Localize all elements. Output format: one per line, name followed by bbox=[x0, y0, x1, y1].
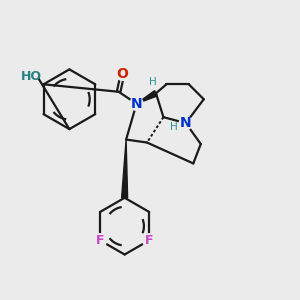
Text: H: H bbox=[170, 122, 178, 132]
Polygon shape bbox=[136, 91, 158, 104]
Circle shape bbox=[94, 234, 106, 247]
Text: N: N bbox=[131, 97, 142, 111]
Circle shape bbox=[179, 117, 192, 130]
Text: H: H bbox=[148, 77, 156, 87]
Text: O: O bbox=[117, 67, 128, 81]
Circle shape bbox=[116, 67, 129, 80]
Circle shape bbox=[142, 234, 156, 247]
Text: N: N bbox=[180, 116, 192, 130]
Polygon shape bbox=[122, 140, 128, 198]
Circle shape bbox=[25, 70, 38, 83]
Text: F: F bbox=[96, 234, 104, 247]
Text: HO: HO bbox=[21, 70, 42, 83]
Text: F: F bbox=[145, 234, 153, 247]
Circle shape bbox=[130, 97, 143, 110]
